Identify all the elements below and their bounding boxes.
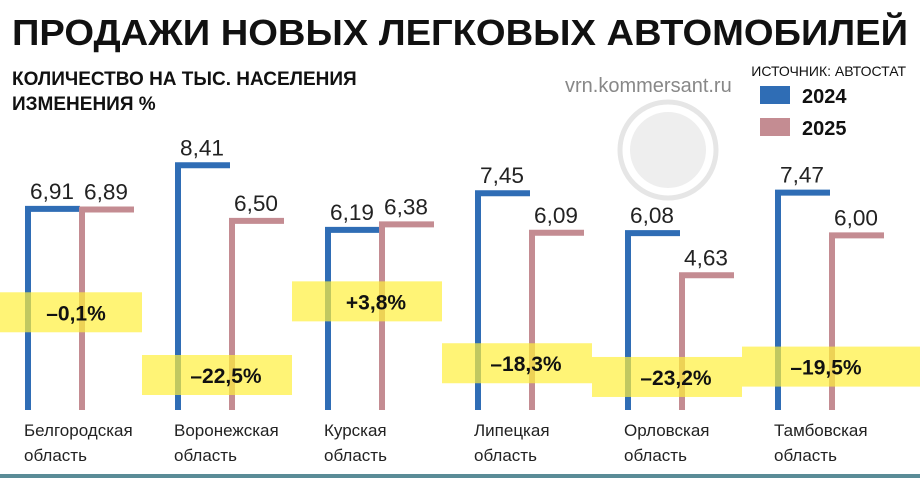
bar [175,162,230,410]
value-label: 6,89 [84,180,128,205]
change-label: –18,3% [490,353,562,376]
bar [79,206,134,410]
logo [630,112,706,188]
change-band [442,343,592,384]
bar [25,205,80,410]
change-label: +3,8% [346,291,406,314]
change-label: –0,1% [46,302,106,325]
change-label: –22,5% [190,365,262,388]
change-band [592,356,742,397]
bar [325,226,380,410]
bar [229,217,284,410]
legend-label: 2025 [802,118,847,140]
bar [625,230,680,410]
value-label: 6,50 [234,191,278,216]
x-tick-label: Курская [324,421,387,440]
bar [529,229,584,410]
value-label: 4,63 [684,245,728,270]
legend-swatch [760,118,790,136]
value-label: 6,38 [384,194,428,219]
bar [475,190,530,410]
value-label: 8,41 [180,135,224,160]
x-tick-label: область [774,446,837,465]
x-tick-label: область [624,446,687,465]
x-tick-label: область [324,446,387,465]
x-tick-label: область [174,446,237,465]
subtitle: КОЛИЧЕСТВО НА ТЫС. НАСЕЛЕНИЯ [12,69,357,90]
watermark: vrn.kommersant.ru [565,75,732,97]
value-label: 6,19 [330,200,374,225]
change-band [742,346,920,387]
x-tick-label: Орловская [624,421,709,440]
x-tick-label: Белгородская [24,421,133,440]
change-label: –19,5% [790,357,862,380]
value-label: 6,08 [630,203,674,228]
change-band [292,281,442,322]
change-band [0,292,142,333]
x-tick-label: область [474,446,537,465]
value-label: 7,47 [780,163,824,188]
source: ИСТОЧНИК: АВТОСТАТ [751,63,906,79]
legend-swatch [760,86,790,104]
subtitle: ИЗМЕНЕНИЯ % [12,94,156,115]
value-label: 7,45 [480,163,524,188]
x-tick-label: Воронежская [174,421,279,440]
value-label: 6,09 [534,203,578,228]
x-tick-label: Тамбовская [774,421,868,440]
chart-title: ПРОДАЖИ НОВЫХ ЛЕГКОВЫХ АВТОМОБИЛЕЙ [12,11,908,53]
value-label: 6,00 [834,205,878,230]
x-tick-label: область [24,446,87,465]
logo [617,99,719,201]
legend-label: 2024 [802,86,847,108]
change-band [142,355,292,395]
change-label: –23,2% [640,367,712,390]
value-label: 6,91 [30,179,74,204]
bar [775,189,830,410]
x-tick-label: Липецкая [474,421,550,440]
bar [379,221,434,410]
